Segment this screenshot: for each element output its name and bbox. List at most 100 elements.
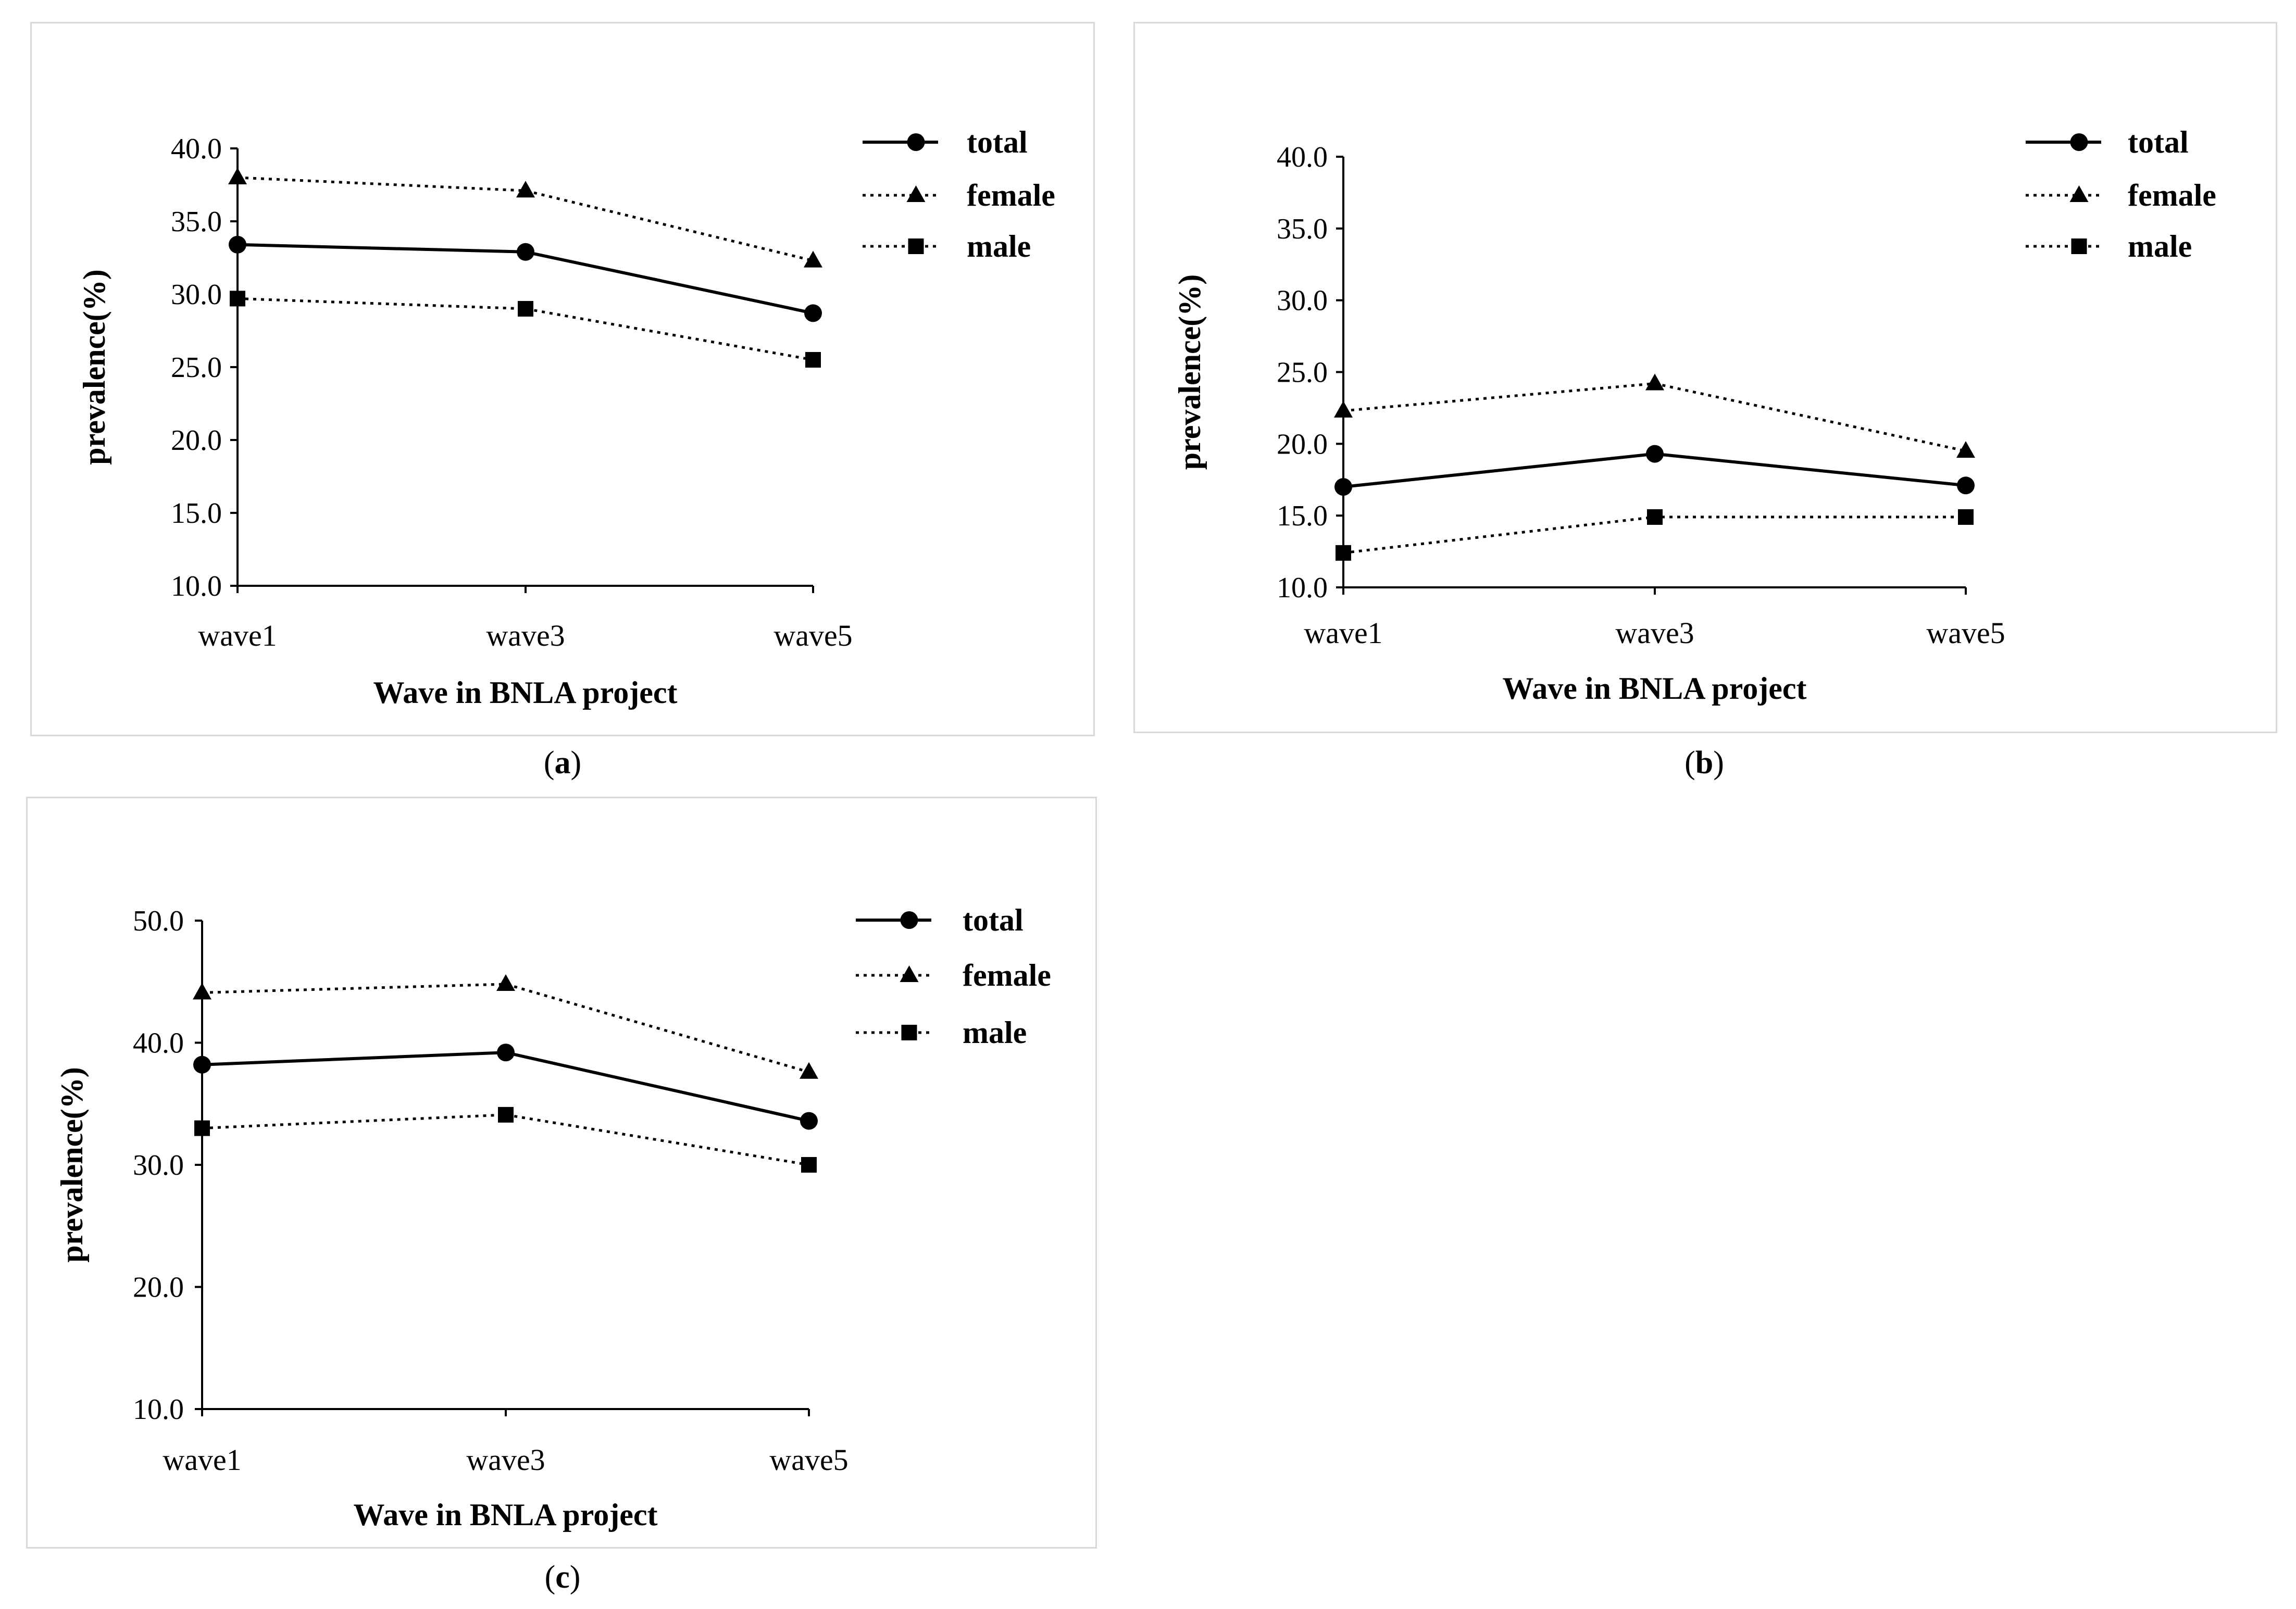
point-male-wave1-a (230, 291, 245, 307)
legend-marker-female-a (906, 185, 926, 202)
legend-label-total-b: total (2128, 125, 2189, 159)
y-axis-title-c: prevalence(%) (55, 1067, 89, 1262)
y-tick-label-c: 10.0 (133, 1393, 184, 1426)
y-tick-label-c: 20.0 (133, 1272, 184, 1304)
legend-label-female-c: female (963, 958, 1051, 992)
point-female-wave5-b (1956, 441, 1975, 458)
legend-label-female-a: female (967, 178, 1055, 212)
series-line-male-c (202, 1113, 809, 1166)
y-tick-label-b: 30.0 (1277, 285, 1328, 317)
point-total-wave5-c (800, 1112, 818, 1130)
point-total-wave5-a (804, 304, 822, 322)
series-total-b (1334, 445, 1975, 496)
legend-item-female-a: female (863, 178, 1055, 212)
x-tick-label-b: wave5 (1926, 616, 2005, 650)
y-axis-title-a: prevalence(%) (77, 269, 111, 464)
legend-marker-male-c (901, 1025, 917, 1040)
y-tick-label-a: 15.0 (171, 497, 222, 530)
legend-item-total-b: total (2026, 125, 2189, 159)
y-tick-label-a: 20.0 (171, 424, 222, 457)
x-tick-label-b: wave3 (1615, 616, 1694, 650)
legend-item-total-a: total (863, 125, 1028, 159)
point-male-wave5-c (801, 1157, 817, 1173)
y-tick-label-c: 50.0 (133, 905, 184, 937)
legend-item-male-c: male (856, 1015, 1027, 1050)
y-tick-label-c: 40.0 (133, 1027, 184, 1060)
y-tick-label-c: 30.0 (133, 1149, 184, 1181)
point-female-wave5-c (800, 1062, 818, 1079)
y-tick-label-b: 10.0 (1277, 572, 1328, 604)
series-total-a (229, 235, 822, 322)
y-tick-label-a: 40.0 (171, 133, 222, 165)
legend-item-male-b: male (2026, 229, 2192, 263)
legend-marker-total-c (900, 911, 918, 929)
y-tick-label-b: 15.0 (1277, 500, 1328, 532)
x-tick-label-a: wave5 (773, 619, 852, 652)
series-line-male-a (237, 297, 814, 361)
chart-panel-a: 10.0 15.0 20.0 25.0 30.0 35.0 40.0 wave1 wave3 wa… (30, 22, 1095, 736)
legend-item-male-a: male (863, 229, 1031, 263)
caption-c: (c) (544, 1560, 581, 1595)
point-total-wave1-b (1334, 478, 1352, 496)
point-total-wave3-b (1646, 445, 1664, 463)
legend-marker-female-b (2069, 185, 2089, 202)
series-female-a (228, 168, 822, 268)
chart-a-svg: 10.0 15.0 20.0 25.0 30.0 35.0 40.0 wave1 wave3 wa… (77, 125, 1055, 710)
chart-c-svg: 10.0 20.0 30.0 40.0 50.0 wave1 wave3 wave5 Wave … (55, 903, 1051, 1532)
legend-marker-male-b (2071, 238, 2087, 254)
legend-label-male-a: male (967, 229, 1031, 263)
x-axis-title-a: Wave in BNLA project (373, 675, 678, 710)
legend-marker-total-b (2070, 133, 2088, 151)
point-male-wave5-b (1958, 509, 1974, 525)
point-male-wave3-b (1647, 509, 1663, 525)
point-male-wave1-b (1336, 545, 1351, 561)
x-axis-title-b: Wave in BNLA project (1503, 671, 1807, 706)
x-tick-label-a: wave3 (486, 619, 565, 652)
legend-item-female-b: female (2026, 178, 2216, 212)
point-male-wave5-a (805, 352, 821, 368)
point-total-wave3-a (517, 243, 534, 261)
y-tick-label-a: 35.0 (171, 206, 222, 238)
chart-panel-b: 10.0 15.0 20.0 25.0 30.0 35.0 40.0 wave1 wave3 wa… (1133, 22, 2277, 733)
legend-label-male-c: male (963, 1015, 1027, 1050)
x-tick-label-c: wave3 (466, 1443, 545, 1477)
legend-label-female-b: female (2128, 178, 2216, 212)
series-male-a (230, 291, 821, 368)
series-line-female-b (1343, 382, 1966, 452)
point-female-wave1-b (1334, 400, 1353, 418)
point-female-wave3-b (1645, 373, 1664, 391)
x-tick-label-a: wave1 (198, 619, 277, 652)
point-female-wave1-a (228, 168, 247, 184)
point-male-wave1-c (194, 1120, 210, 1136)
point-female-wave3-c (496, 974, 515, 991)
y-tick-label-a: 30.0 (171, 279, 222, 311)
legend-label-total-a: total (967, 125, 1028, 159)
y-axis-title-b: prevalence(%) (1172, 274, 1207, 470)
series-male-b (1336, 509, 1974, 561)
caption-a: (a) (543, 745, 582, 781)
chart-b-svg: 10.0 15.0 20.0 25.0 30.0 35.0 40.0 wave1 wave3 wa… (1172, 125, 2216, 706)
legend-marker-male-a (908, 238, 924, 254)
point-male-wave3-c (498, 1107, 514, 1123)
point-total-wave1-a (229, 235, 246, 254)
point-total-wave5-b (1957, 476, 1975, 495)
point-total-wave1-c (193, 1055, 211, 1074)
series-female-b (1334, 373, 1975, 458)
caption-b: (b) (1684, 745, 1724, 781)
y-tick-label-b: 25.0 (1277, 357, 1328, 389)
series-male-c (194, 1107, 817, 1173)
y-tick-label-b: 20.0 (1277, 428, 1328, 460)
y-tick-label-a: 25.0 (171, 351, 222, 384)
series-line-female-a (237, 176, 814, 262)
series-total-c (193, 1044, 818, 1130)
legend-item-female-c: female (856, 958, 1051, 992)
legend-marker-total-a (907, 133, 925, 151)
point-female-wave5-a (804, 250, 822, 268)
legend-marker-female-c (900, 965, 919, 982)
y-tick-label-b: 35.0 (1277, 213, 1328, 245)
legend-label-male-b: male (2128, 229, 2192, 263)
point-female-wave3-a (516, 181, 535, 198)
chart-panel-c: 10.0 20.0 30.0 40.0 50.0 wave1 wave3 wave5 Wave … (26, 797, 1097, 1549)
legend-label-total-c: total (963, 903, 1024, 937)
x-axis-title-c: Wave in BNLA project (354, 1498, 658, 1532)
